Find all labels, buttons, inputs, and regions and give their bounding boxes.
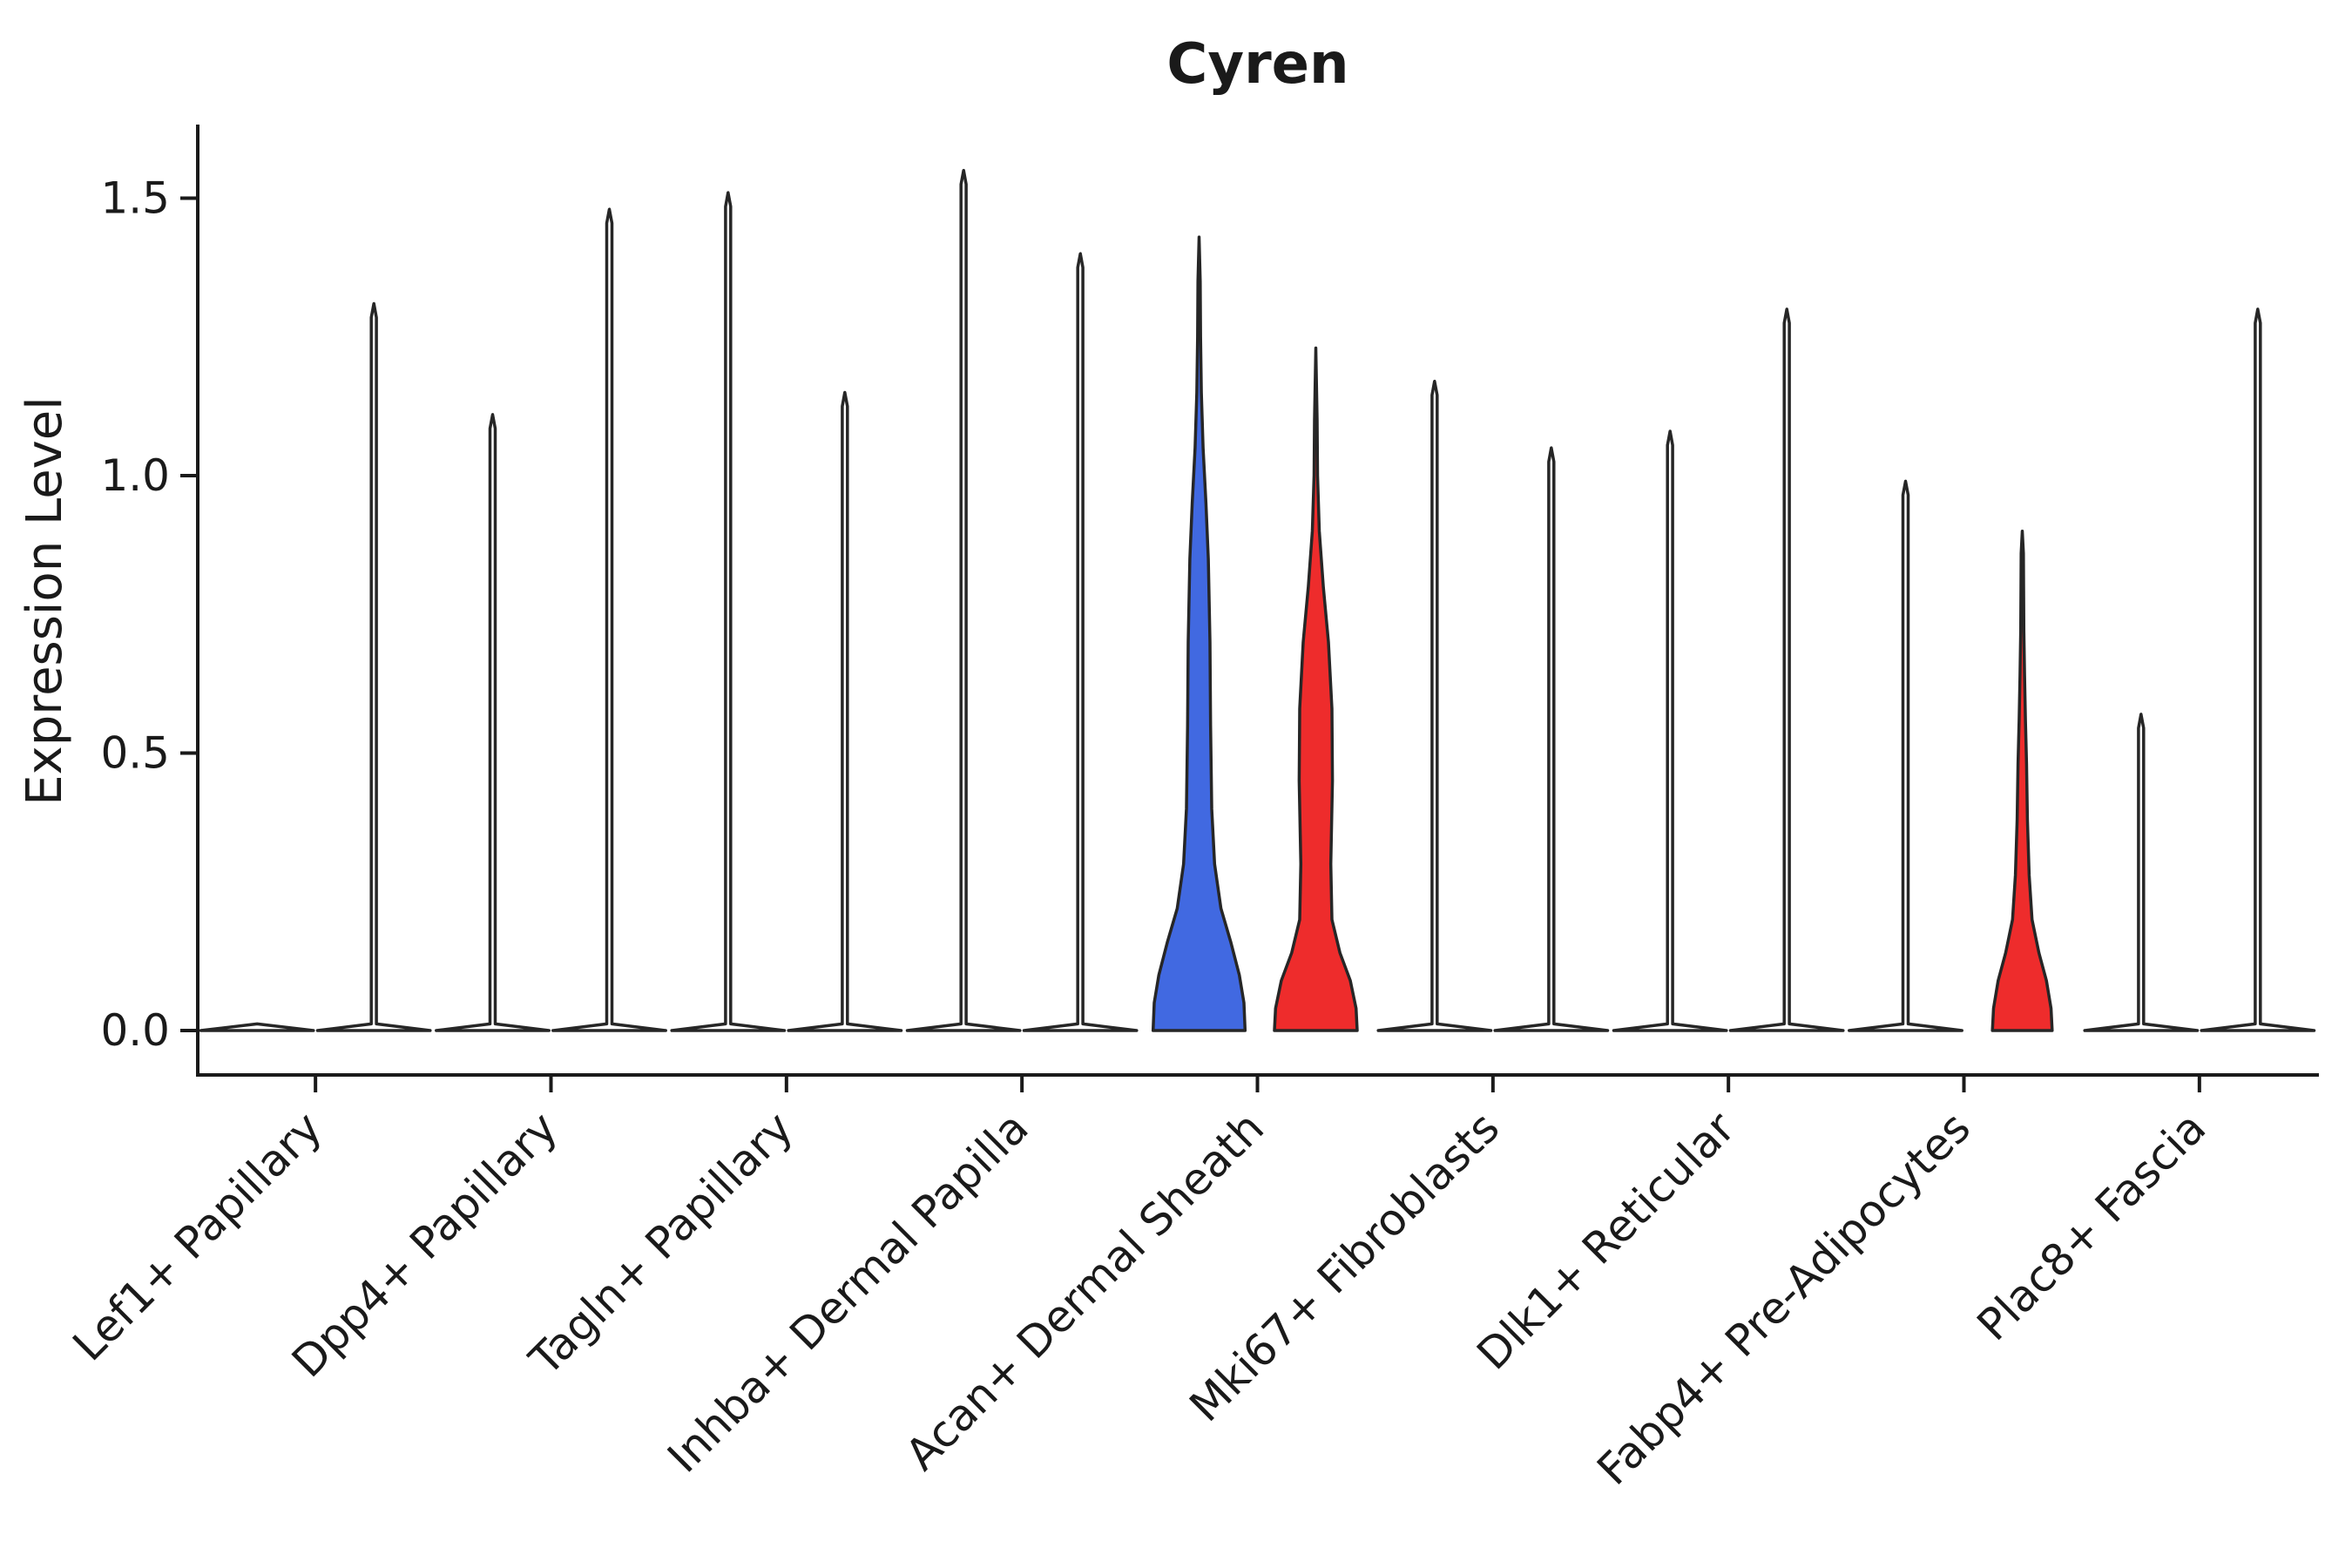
violin-lef1-papillary-left <box>199 1022 315 1032</box>
violin-mki67-fibroblasts-left <box>1376 379 1493 1032</box>
x-tick-label: Lef1+ Papillary <box>64 1102 332 1370</box>
x-tick-label: Dlk1+ Reticular <box>1467 1102 1744 1379</box>
violin-dpp4-papillary-left <box>435 413 551 1032</box>
violin-plac8-fascia-left <box>2083 713 2200 1032</box>
y-tick-label: 0.0 <box>100 1005 170 1056</box>
violin-acan-dermal-sheath-right <box>1273 346 1359 1032</box>
x-tick-label: Fabp4+ Pre-Adipocytes <box>1587 1102 1980 1495</box>
violin-dlk1-reticular-right <box>1728 308 1845 1032</box>
x-tick-label: Plac8+ Fascia <box>1968 1102 2216 1350</box>
violin-mki67-fibroblasts-right <box>1493 446 1610 1032</box>
violin-fabp4-pre-adipocytes-left <box>1848 479 1963 1032</box>
violin-acan-dermal-sheath-left <box>1151 235 1247 1032</box>
y-tick-label: 1.5 <box>100 173 170 224</box>
violin-plac8-fascia-right <box>2200 308 2316 1032</box>
violin-dpp4-papillary-right <box>551 207 667 1032</box>
violin-fabp4-pre-adipocytes-right <box>1990 529 2054 1032</box>
violin-tagln-papillary-right <box>787 390 903 1032</box>
violin-inhba-dermal-papilla-left <box>905 168 1022 1032</box>
axes <box>196 125 2319 1077</box>
violins-group <box>199 168 2316 1032</box>
violin-lef1-papillary-right <box>315 301 432 1032</box>
y-tick-label: 0.5 <box>100 728 170 779</box>
x-tick-label: Tagln+ Papillary <box>519 1102 802 1385</box>
violin-tagln-papillary-left <box>670 191 787 1032</box>
y-axis-label: Expression Level <box>17 396 73 806</box>
y-tick-group: 0.0 0.5 1.0 1.5 <box>100 173 199 1056</box>
chart-title: Cyren <box>1166 32 1348 97</box>
violin-inhba-dermal-papilla-right <box>1022 252 1139 1032</box>
violin-dlk1-reticular-left <box>1612 429 1728 1032</box>
y-tick-label: 1.0 <box>100 450 170 501</box>
